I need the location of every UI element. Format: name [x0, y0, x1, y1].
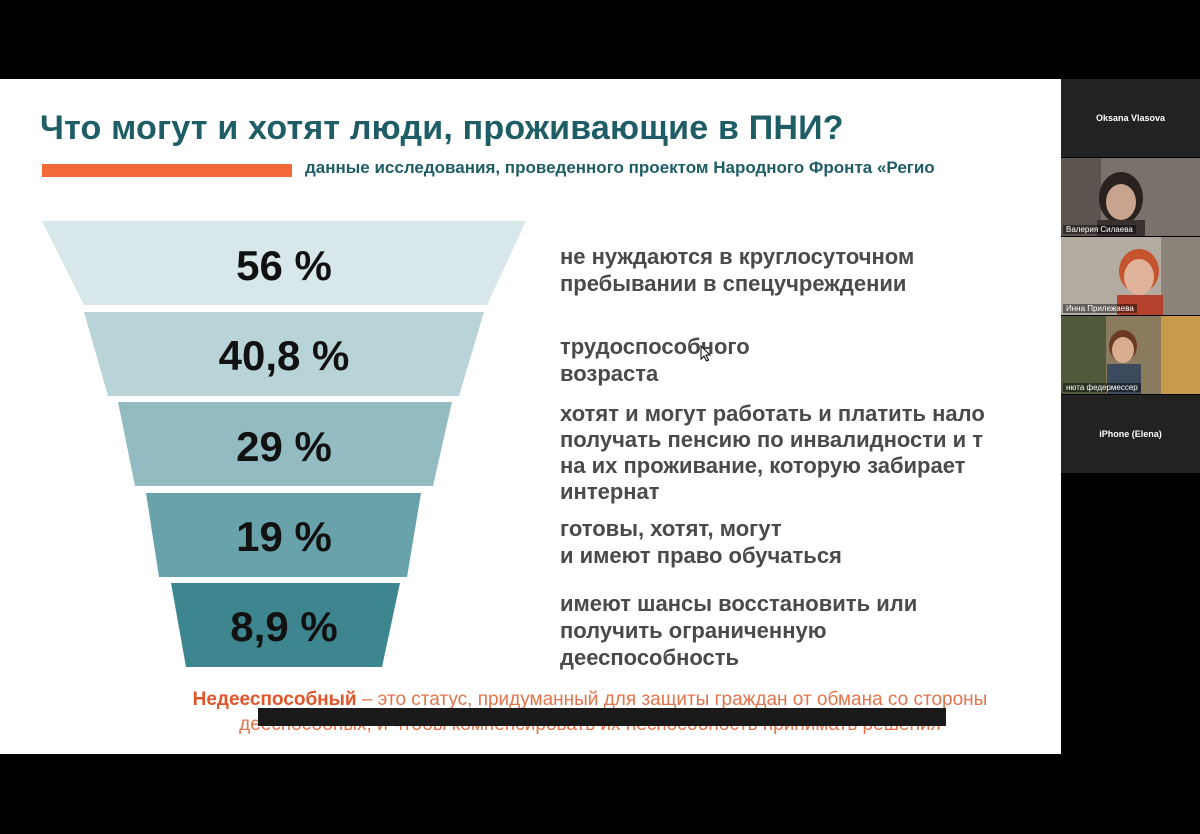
participant-tile-5[interactable]: iPhone (Elena): [1061, 395, 1200, 473]
participant-name: iPhone (Elena): [1099, 429, 1162, 439]
footnote-line-1: – это статус, придуманный для защиты гра…: [356, 689, 988, 710]
participant-name: Oksana Vlasova: [1095, 113, 1166, 123]
funnel-chart: [42, 221, 526, 667]
funnel-segment-5: [171, 583, 400, 667]
funnel-segment-2: [84, 312, 484, 396]
funnel-value-2: 40,8 %: [218, 332, 350, 379]
funnel-value-5: 8,9 %: [230, 603, 338, 650]
footnote-term: Недееспособный: [192, 689, 357, 710]
slide-title: Что могут и хотят люди, проживающие в ПН…: [40, 109, 844, 147]
funnel-description-3: хотят и могут работать и платить нало по…: [560, 401, 985, 504]
participants-panel: Oksana Vlasova Валерия Силаева Инна Прил…: [1061, 79, 1200, 473]
participant-name: Инна Прилежаева: [1063, 304, 1137, 313]
caption-overlay-bar: [258, 708, 946, 726]
slide-subtitle: данные исследования, проведенного проект…: [305, 158, 935, 177]
participant-name: Валерия Силаева: [1063, 225, 1136, 234]
funnel-description-2: трудоспособного возраста: [560, 334, 750, 386]
participant-video: [1061, 158, 1200, 236]
accent-bar: [42, 164, 292, 177]
funnel-description-1: не нуждаются в круглосуточном пребывании…: [560, 244, 915, 296]
participant-tile-1[interactable]: Oksana Vlasova: [1061, 79, 1200, 157]
funnel-value-1: 56 %: [236, 242, 332, 289]
funnel-segment-4: [146, 493, 421, 577]
funnel-description-4: готовы, хотят, могут и имеют право обуча…: [560, 516, 842, 568]
mouse-cursor-icon: [700, 345, 712, 362]
participant-name: нюта федермессер: [1063, 383, 1141, 392]
presentation-slide: Что могут и хотят люди, проживающие в ПН…: [0, 79, 1061, 754]
funnel-description-5: имеют шансы восстановить или получить ог…: [560, 591, 918, 670]
funnel-segment-1: [42, 221, 526, 305]
funnel-value-3: 29 %: [236, 423, 332, 470]
funnel-value-4: 19 %: [236, 513, 332, 560]
participant-tile-4[interactable]: нюта федермессер: [1061, 316, 1200, 394]
participant-video: [1061, 237, 1200, 315]
participant-tile-3[interactable]: Инна Прилежаева: [1061, 237, 1200, 315]
participant-tile-2[interactable]: Валерия Силаева: [1061, 158, 1200, 236]
participant-video: [1061, 316, 1200, 394]
funnel-segment-3: [118, 402, 452, 486]
